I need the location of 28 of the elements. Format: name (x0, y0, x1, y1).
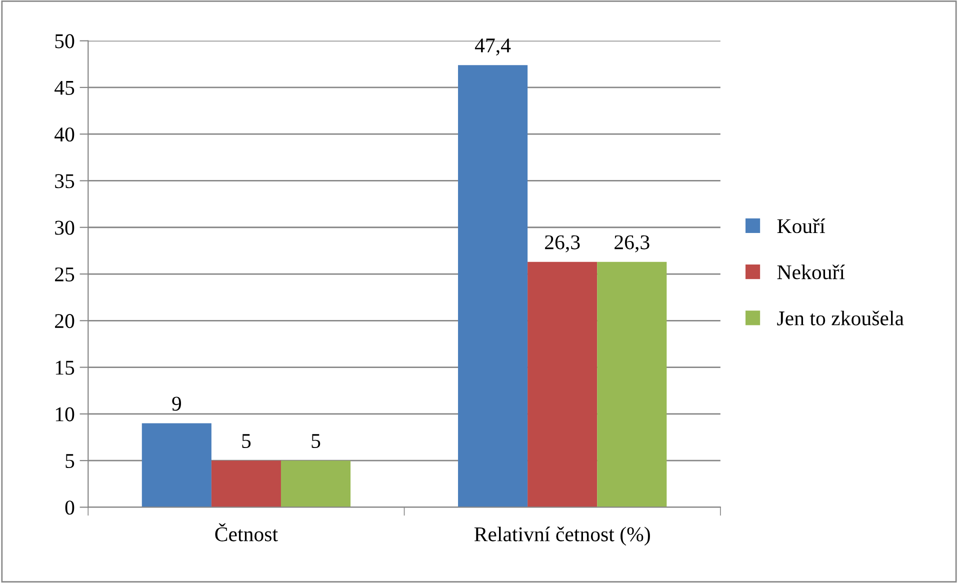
bar (597, 262, 667, 508)
data-label: 9 (172, 396, 182, 411)
data-label: 5 (242, 434, 251, 448)
y-tick-label: 10 (56, 407, 74, 422)
y-tick-label: 45 (54, 80, 74, 95)
data-label: 47,4 (474, 38, 511, 56)
y-tick-label: 25 (55, 267, 74, 282)
bar (528, 262, 598, 508)
data-label: 26,3 (614, 235, 650, 252)
y-tick-label: 50 (55, 34, 74, 48)
x-tick-label: Četnost (215, 523, 278, 542)
bar (280, 460, 351, 508)
y-tick-label: 15 (56, 360, 74, 375)
bar (142, 423, 212, 508)
legend-label: Jen to zkoušela (777, 310, 904, 326)
legend-label: Nekouří (777, 264, 845, 280)
y-tick-label: 5 (66, 454, 74, 468)
legend-label: Kouří (777, 218, 826, 234)
y-tick-label: 30 (55, 220, 74, 235)
y-tick-label: 20 (55, 314, 74, 328)
bar (458, 65, 528, 508)
x-tick-label: Relativní četnost (%) (474, 526, 650, 546)
data-label: 26,3 (545, 235, 580, 252)
y-tick-label: 0 (65, 500, 74, 515)
y-tick-label: 40 (54, 127, 74, 142)
bar (211, 460, 281, 508)
y-tick-label: 35 (55, 174, 74, 188)
data-label: 5 (312, 434, 320, 448)
